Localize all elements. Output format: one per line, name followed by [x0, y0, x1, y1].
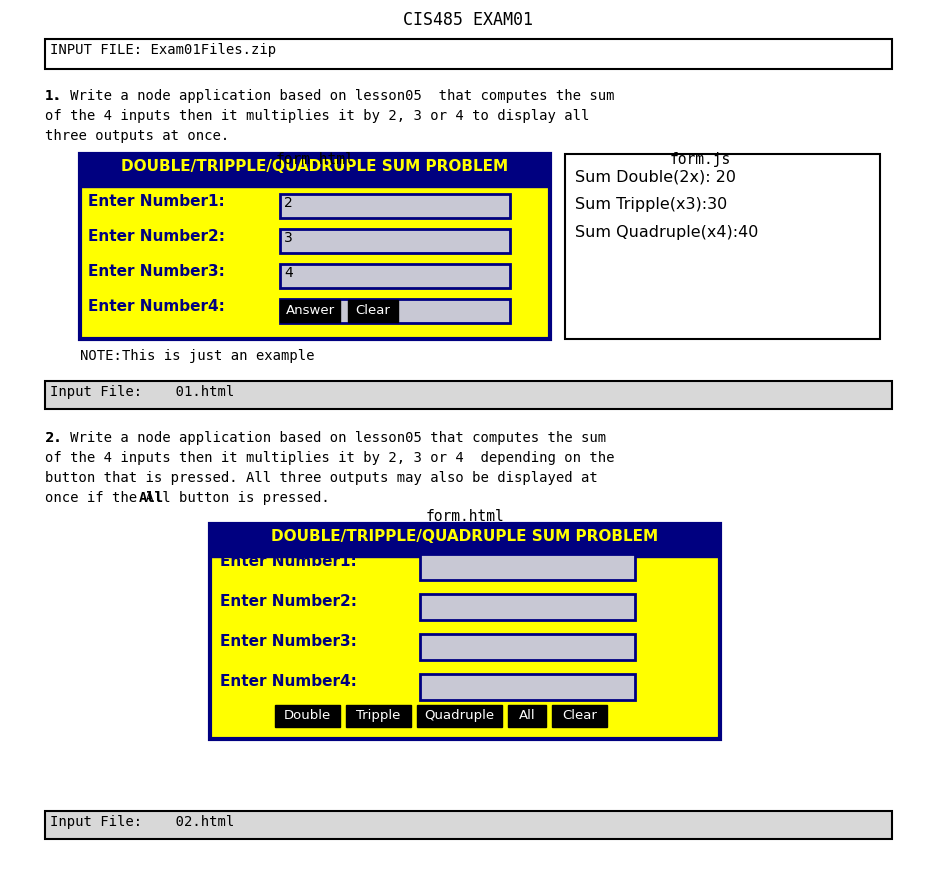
- FancyBboxPatch shape: [417, 705, 502, 727]
- FancyBboxPatch shape: [280, 194, 509, 218]
- Text: Enter Number3:: Enter Number3:: [88, 264, 225, 279]
- FancyBboxPatch shape: [274, 705, 340, 727]
- Text: Input File:    02.html: Input File: 02.html: [50, 815, 234, 829]
- FancyBboxPatch shape: [45, 381, 891, 409]
- FancyBboxPatch shape: [280, 229, 509, 253]
- FancyBboxPatch shape: [347, 300, 398, 322]
- FancyBboxPatch shape: [280, 300, 340, 322]
- FancyBboxPatch shape: [280, 264, 509, 288]
- Text: 2: 2: [284, 196, 292, 210]
- FancyBboxPatch shape: [507, 705, 546, 727]
- Text: Enter Number1:: Enter Number1:: [88, 194, 225, 209]
- Text: button that is pressed. All three outputs may also be displayed at: button that is pressed. All three output…: [45, 471, 597, 485]
- Text: 1.: 1.: [45, 89, 62, 103]
- Text: Quadruple: Quadruple: [424, 709, 494, 722]
- Text: Input File:    01.html: Input File: 01.html: [50, 385, 234, 399]
- FancyBboxPatch shape: [45, 811, 891, 839]
- Text: Sum Double(2x): 20: Sum Double(2x): 20: [575, 169, 735, 184]
- Text: form.html: form.html: [425, 509, 504, 524]
- Text: Sum Quadruple(x4):40: Sum Quadruple(x4):40: [575, 225, 757, 240]
- Text: Enter Number2:: Enter Number2:: [220, 594, 357, 609]
- FancyBboxPatch shape: [419, 634, 635, 660]
- FancyBboxPatch shape: [551, 705, 607, 727]
- Text: form.html: form.html: [275, 152, 354, 167]
- FancyBboxPatch shape: [419, 674, 635, 700]
- Text: 3: 3: [284, 231, 292, 245]
- FancyBboxPatch shape: [419, 554, 635, 580]
- FancyBboxPatch shape: [210, 524, 719, 739]
- Text: form.js: form.js: [668, 152, 730, 167]
- FancyBboxPatch shape: [80, 154, 549, 187]
- Text: Double: Double: [284, 709, 330, 722]
- Text: NOTE:This is just an example: NOTE:This is just an example: [80, 349, 314, 363]
- Text: CIS485 EXAM01: CIS485 EXAM01: [403, 11, 533, 29]
- Text: Enter Number2:: Enter Number2:: [88, 229, 225, 244]
- Text: Sum Tripple(x3):30: Sum Tripple(x3):30: [575, 197, 726, 212]
- Text: of the 4 inputs then it multiplies it by 2, 3 or 4 to display all: of the 4 inputs then it multiplies it by…: [45, 109, 589, 123]
- Text: 1: 1: [284, 301, 293, 315]
- Text: All: All: [139, 491, 164, 505]
- Text: INPUT FILE: Exam01Files.zip: INPUT FILE: Exam01Files.zip: [50, 43, 276, 57]
- Text: 2. Write a node application based on lesson05 that computes the sum: 2. Write a node application based on les…: [45, 431, 606, 445]
- Text: 4: 4: [284, 266, 292, 280]
- Text: All: All: [519, 709, 534, 722]
- FancyBboxPatch shape: [419, 594, 635, 620]
- FancyBboxPatch shape: [45, 39, 891, 69]
- Text: once if the All button is pressed.: once if the All button is pressed.: [45, 491, 329, 505]
- Text: Enter Number4:: Enter Number4:: [88, 299, 225, 314]
- Text: three outputs at once.: three outputs at once.: [45, 129, 229, 143]
- Text: Enter Number4:: Enter Number4:: [220, 674, 357, 689]
- Text: of the 4 inputs then it multiplies it by 2, 3 or 4  depending on the: of the 4 inputs then it multiplies it by…: [45, 451, 614, 465]
- FancyBboxPatch shape: [345, 705, 411, 727]
- Text: Enter Number1:: Enter Number1:: [220, 554, 357, 569]
- Text: DOUBLE/TRIPPLE/QUADRUPLE SUM PROBLEM: DOUBLE/TRIPPLE/QUADRUPLE SUM PROBLEM: [271, 529, 658, 544]
- FancyBboxPatch shape: [80, 154, 549, 339]
- Text: DOUBLE/TRIPPLE/QUADRUPLE SUM PROBLEM: DOUBLE/TRIPPLE/QUADRUPLE SUM PROBLEM: [122, 159, 508, 174]
- Text: Answer: Answer: [285, 304, 334, 317]
- Text: Tripple: Tripple: [356, 709, 401, 722]
- FancyBboxPatch shape: [210, 524, 719, 557]
- FancyBboxPatch shape: [280, 299, 509, 323]
- Text: 2.: 2.: [45, 431, 62, 445]
- Text: Clear: Clear: [562, 709, 596, 722]
- Text: Clear: Clear: [355, 304, 390, 317]
- Text: 1. Write a node application based on lesson05  that computes the sum: 1. Write a node application based on les…: [45, 89, 614, 103]
- FancyBboxPatch shape: [564, 154, 879, 339]
- Text: Enter Number3:: Enter Number3:: [220, 634, 357, 649]
